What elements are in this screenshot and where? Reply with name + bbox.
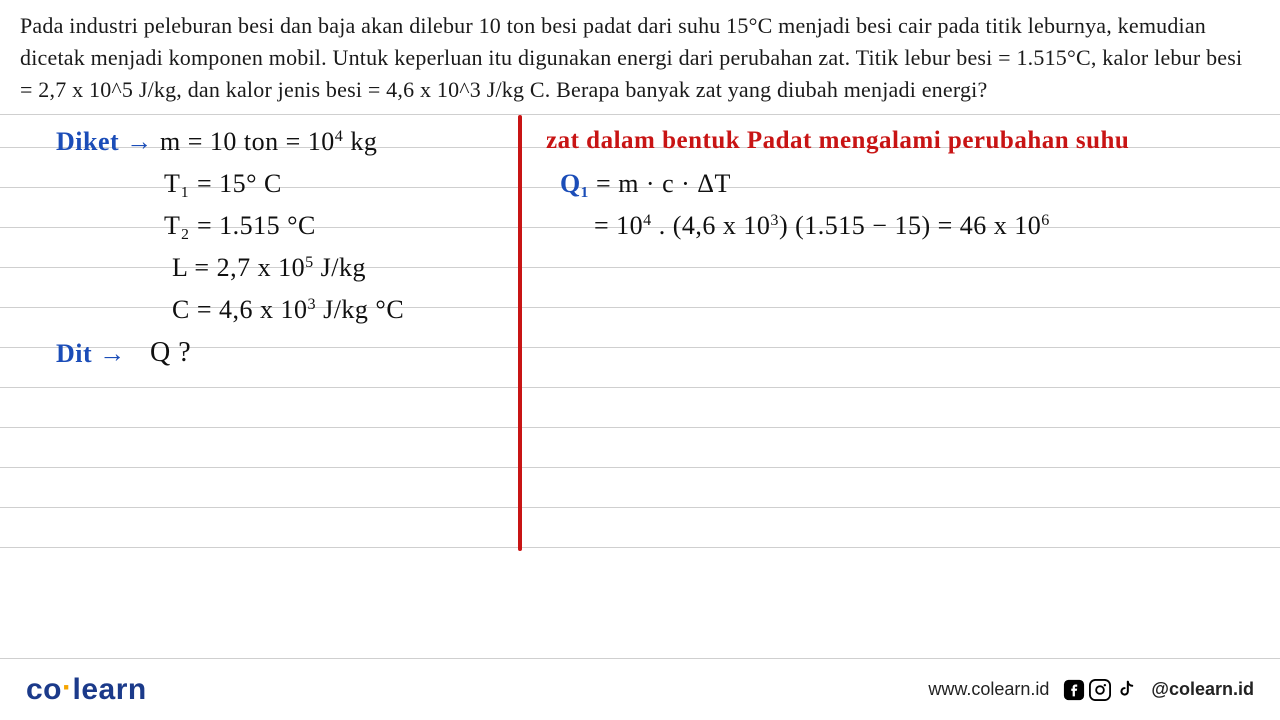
given-t2: T₂ = 1.515 °C	[164, 211, 316, 241]
footer-right: www.colearn.id @colearn.id	[928, 679, 1254, 701]
social-icons	[1063, 679, 1137, 701]
facebook-icon[interactable]	[1063, 679, 1085, 701]
tiktok-icon[interactable]	[1115, 679, 1137, 701]
worksheet-area: Diket → m = 10 ton = 104 kg T₁ = 15° C T…	[0, 115, 1280, 720]
q1-equation: Q₁ = m · c · ΔT	[560, 169, 731, 199]
logo-dot: ·	[62, 671, 73, 705]
brand-logo: co·learn	[26, 673, 147, 707]
footer: co·learn www.colearn.id @colearn.id	[0, 658, 1280, 720]
dit-value: Q ?	[150, 337, 191, 369]
social-handle[interactable]: @colearn.id	[1151, 679, 1254, 700]
instagram-icon[interactable]	[1089, 679, 1111, 701]
logo-learn: learn	[73, 673, 147, 706]
given-m: m = 10 ton = 104 kg	[160, 127, 377, 157]
q1-calc: = 104 . (4,6 x 103) (1.515 − 15) = 46 x …	[594, 211, 1050, 241]
problem-statement: Pada industri peleburan besi dan baja ak…	[0, 0, 1280, 115]
given-c: C = 4,6 x 103 J/kg °C	[172, 295, 404, 325]
vertical-divider	[518, 115, 522, 551]
logo-co: co	[26, 673, 62, 706]
given-L: L = 2,7 x 105 J/kg	[172, 253, 366, 283]
given-t1: T₁ = 15° C	[164, 169, 282, 199]
page-root: Pada industri peleburan besi dan baja ak…	[0, 0, 1280, 720]
dit-label: Dit →	[56, 339, 126, 369]
ruled-lines	[0, 115, 1280, 720]
website-url[interactable]: www.colearn.id	[928, 679, 1049, 700]
note-heading: zat dalam bentuk Padat mengalami perubah…	[546, 127, 1129, 155]
diket-label: Diket →	[56, 127, 153, 157]
